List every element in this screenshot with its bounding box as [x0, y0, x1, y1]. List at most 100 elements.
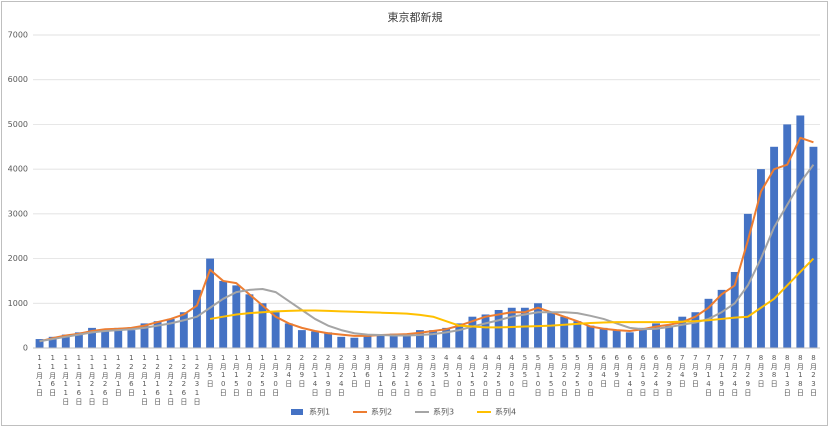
- x-tick-label: 8月3日: [757, 354, 765, 388]
- bar: [324, 332, 333, 348]
- x-tick-label: 1月15日: [232, 354, 240, 397]
- bar: [271, 312, 280, 348]
- bar: [179, 312, 188, 348]
- x-tick-label: 6月19日: [639, 354, 647, 397]
- x-tick-label: 2月4日: [285, 354, 293, 388]
- x-tick-label: 6月29日: [665, 354, 673, 397]
- bar: [61, 334, 70, 348]
- y-tick-label: 5000: [8, 120, 28, 129]
- bar: [127, 330, 136, 348]
- bar: [770, 146, 779, 348]
- bar: [140, 323, 149, 348]
- x-tick-label: 11月11日: [62, 354, 70, 406]
- bar: [297, 330, 306, 348]
- bar: [455, 323, 464, 348]
- bar: [665, 325, 674, 348]
- bar: [258, 303, 267, 348]
- bar: [704, 298, 713, 348]
- bar: [494, 309, 503, 348]
- legend-label: 系列4: [495, 407, 516, 417]
- bar: [743, 213, 752, 348]
- bar: [389, 333, 398, 348]
- bar: [612, 330, 621, 348]
- legend-label: 系列2: [371, 407, 392, 417]
- x-tick-label: 12月1日: [114, 354, 122, 397]
- x-tick-label: 8月18日: [796, 354, 804, 397]
- y-tick-label: 3000: [8, 209, 28, 218]
- bar: [809, 146, 818, 348]
- x-tick-label: 1月20日: [245, 354, 253, 397]
- bar: [573, 321, 582, 348]
- x-tick-label: 11月1日: [36, 354, 44, 397]
- x-tick-label: 12月21日: [167, 354, 175, 406]
- bar: [547, 312, 556, 348]
- x-tick-label: 2月24日: [337, 354, 345, 397]
- y-tick-label: 1000: [8, 299, 28, 308]
- bar: [560, 316, 569, 348]
- x-tick-label: 1月25日: [259, 354, 267, 397]
- x-tick-label: 6月9日: [613, 354, 621, 388]
- bar: [245, 294, 254, 348]
- x-tick-label: 8月13日: [783, 354, 791, 397]
- bar: [481, 314, 490, 348]
- chart-title: 東京都新規: [388, 10, 443, 24]
- x-tick-label: 11月26日: [101, 354, 109, 406]
- x-tick-label: 5月20日: [560, 354, 568, 397]
- x-tick-label: 4月15日: [468, 354, 476, 397]
- x-tick-label: 2月19日: [324, 354, 332, 397]
- bar: [678, 316, 687, 348]
- legend-label: 系列1: [309, 407, 330, 417]
- x-tick-label: 3月31日: [429, 354, 437, 397]
- y-tick-label: 4000: [8, 165, 28, 174]
- bar: [206, 258, 215, 348]
- x-tick-label: 8月23日: [809, 354, 817, 397]
- bar: [442, 327, 451, 348]
- x-tick-label: 3月11日: [377, 354, 385, 397]
- line-series: [209, 257, 815, 329]
- bar: [468, 316, 477, 348]
- x-tick-label: 6月4日: [600, 354, 608, 388]
- x-tick-label: 12月11日: [140, 354, 148, 406]
- x-tick-label: 1月10日: [219, 354, 227, 397]
- bar: [691, 312, 700, 348]
- line-series: [39, 164, 815, 343]
- bar: [625, 332, 634, 348]
- x-tick-label: 6月24日: [652, 354, 660, 397]
- x-tick-label: 4月5日: [442, 354, 450, 388]
- x-tick-label: 11月6日: [49, 354, 57, 397]
- x-tick-label: 7月24日: [731, 354, 739, 397]
- x-tick-label: 12月16日: [154, 354, 162, 406]
- bar: [638, 327, 647, 348]
- x-tick-label: 3月26日: [416, 354, 424, 397]
- bar: [284, 323, 293, 348]
- x-tick-label: 4月30日: [508, 354, 516, 397]
- bar: [796, 115, 805, 348]
- x-tick-label: 3月21日: [403, 354, 411, 397]
- bar: [350, 337, 359, 348]
- x-tick-label: 3月1日: [350, 354, 358, 388]
- bar: [416, 330, 424, 348]
- x-tick-label: 12月31日: [193, 354, 201, 406]
- x-tick-label: 1月30日: [272, 354, 280, 397]
- bar: [74, 332, 83, 348]
- bar: [586, 325, 595, 348]
- x-tick-label: 4月20日: [482, 354, 490, 397]
- bar: [376, 334, 385, 348]
- x-tick-label: 3月16日: [390, 354, 398, 397]
- bar: [402, 334, 411, 348]
- bar: [730, 271, 739, 348]
- x-tick-label: 5月5日: [521, 354, 529, 388]
- bar: [783, 124, 792, 348]
- x-tick-label: 11月16日: [75, 354, 83, 406]
- x-tick-label: 4月10日: [455, 354, 463, 397]
- x-tick-label: 7月19日: [718, 354, 726, 397]
- bar: [35, 339, 44, 348]
- x-tick-label: 11月21日: [88, 354, 96, 406]
- legend-swatch: [291, 409, 303, 415]
- y-tick-label: 7000: [8, 31, 28, 40]
- bar: [193, 289, 201, 348]
- y-tick-label: 6000: [8, 75, 28, 84]
- x-tick-label: 5月10日: [534, 354, 542, 397]
